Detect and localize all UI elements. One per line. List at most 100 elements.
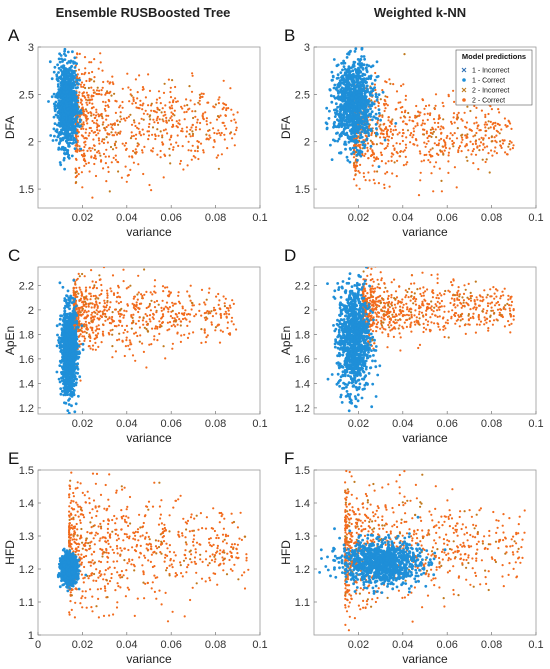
point-2-correct xyxy=(438,167,441,170)
point-2-correct xyxy=(131,102,134,105)
point-2-correct xyxy=(198,99,201,102)
point-1-correct xyxy=(328,109,331,113)
point-2-correct xyxy=(402,150,405,153)
point-2-incorrect xyxy=(167,119,171,122)
point-2-correct xyxy=(206,334,209,337)
point-1-correct xyxy=(338,79,342,83)
point-2-correct xyxy=(401,139,404,143)
point-2-correct xyxy=(107,170,110,173)
point-2-incorrect xyxy=(81,307,84,310)
point-2-correct xyxy=(204,341,207,344)
point-2-correct xyxy=(201,114,204,117)
point-2-correct xyxy=(447,93,450,96)
point-2-correct xyxy=(427,159,430,162)
point-2-correct xyxy=(177,312,181,315)
point-2-correct xyxy=(82,85,85,89)
point-2-incorrect xyxy=(105,315,108,318)
point-2-correct xyxy=(137,274,140,277)
point-2-correct xyxy=(135,151,138,154)
point-2-correct xyxy=(373,159,376,162)
point-2-correct xyxy=(100,93,103,96)
point-2-correct xyxy=(191,72,194,75)
point-1-correct xyxy=(358,116,362,120)
point-2-correct xyxy=(489,126,492,129)
point-2-correct xyxy=(390,137,393,140)
point-1-correct xyxy=(359,154,363,158)
point-2-correct xyxy=(401,135,404,138)
point-2-correct xyxy=(180,334,183,337)
point-2-correct xyxy=(155,299,159,303)
point-2-correct xyxy=(374,71,377,75)
point-2-correct xyxy=(92,89,95,92)
point-2-correct xyxy=(164,128,167,131)
point-1-correct xyxy=(56,333,59,337)
point-2-incorrect xyxy=(379,98,382,101)
point-2-correct xyxy=(376,121,379,124)
point-1-correct xyxy=(71,83,75,87)
point-1-correct xyxy=(73,71,76,75)
point-2-correct xyxy=(115,325,118,328)
point-2-correct xyxy=(355,161,358,164)
point-1-correct xyxy=(343,107,346,110)
point-2-correct xyxy=(156,325,159,329)
point-2-correct xyxy=(87,305,90,308)
point-2-incorrect xyxy=(478,149,481,152)
point-2-correct xyxy=(399,150,402,153)
point-2-incorrect xyxy=(432,130,435,133)
point-2-correct xyxy=(106,80,109,83)
point-2-correct xyxy=(465,135,468,138)
point-2-correct xyxy=(371,153,374,157)
point-1-correct xyxy=(363,73,367,77)
point-1-correct xyxy=(330,100,334,104)
point-1-correct xyxy=(332,122,336,126)
point-1-correct xyxy=(347,75,351,78)
point-2-correct xyxy=(474,142,477,145)
point-2-correct xyxy=(77,317,80,321)
point-2-correct xyxy=(166,306,169,309)
point-2-correct xyxy=(203,301,206,304)
point-2-correct xyxy=(88,146,91,150)
point-2-correct xyxy=(174,97,177,100)
point-2-correct xyxy=(106,294,109,297)
point-1-correct xyxy=(374,132,378,136)
point-2-correct xyxy=(209,136,212,139)
point-2-correct xyxy=(94,341,97,344)
point-2-correct xyxy=(138,130,141,133)
point-2-correct xyxy=(119,104,122,107)
point-2-correct xyxy=(451,143,454,146)
point-2-correct xyxy=(191,134,194,137)
point-2-correct xyxy=(78,149,81,153)
plot-area-B xyxy=(313,46,537,209)
point-2-incorrect xyxy=(74,291,77,294)
point-2-correct xyxy=(99,61,102,64)
point-1-correct xyxy=(66,126,69,130)
point-2-correct xyxy=(141,104,144,107)
point-2-correct xyxy=(404,94,407,97)
point-2-correct xyxy=(126,72,129,75)
point-2-correct xyxy=(397,101,400,104)
point-1-correct xyxy=(365,109,369,113)
point-2-correct xyxy=(234,121,237,124)
point-1-correct xyxy=(354,146,358,150)
point-2-correct xyxy=(493,136,496,139)
point-2-correct xyxy=(444,144,447,147)
point-2-correct xyxy=(220,131,223,135)
point-1-correct xyxy=(56,116,60,119)
point-2-correct xyxy=(431,155,434,158)
point-2-correct xyxy=(205,311,208,314)
x-axis-label: variance xyxy=(126,431,172,445)
point-2-correct xyxy=(420,160,423,163)
point-1-correct xyxy=(66,94,70,98)
point-2-correct xyxy=(164,113,167,116)
point-2-correct xyxy=(90,86,93,89)
point-2-incorrect xyxy=(87,86,90,90)
point-2-correct xyxy=(394,125,397,128)
point-1-correct xyxy=(337,95,340,98)
point-2-correct xyxy=(172,100,175,103)
point-2-correct xyxy=(197,157,200,161)
point-1-correct xyxy=(333,83,337,87)
point-1-correct xyxy=(357,93,361,97)
point-2-incorrect xyxy=(487,120,490,123)
point-2-correct xyxy=(130,314,133,317)
point-2-correct xyxy=(148,343,151,346)
